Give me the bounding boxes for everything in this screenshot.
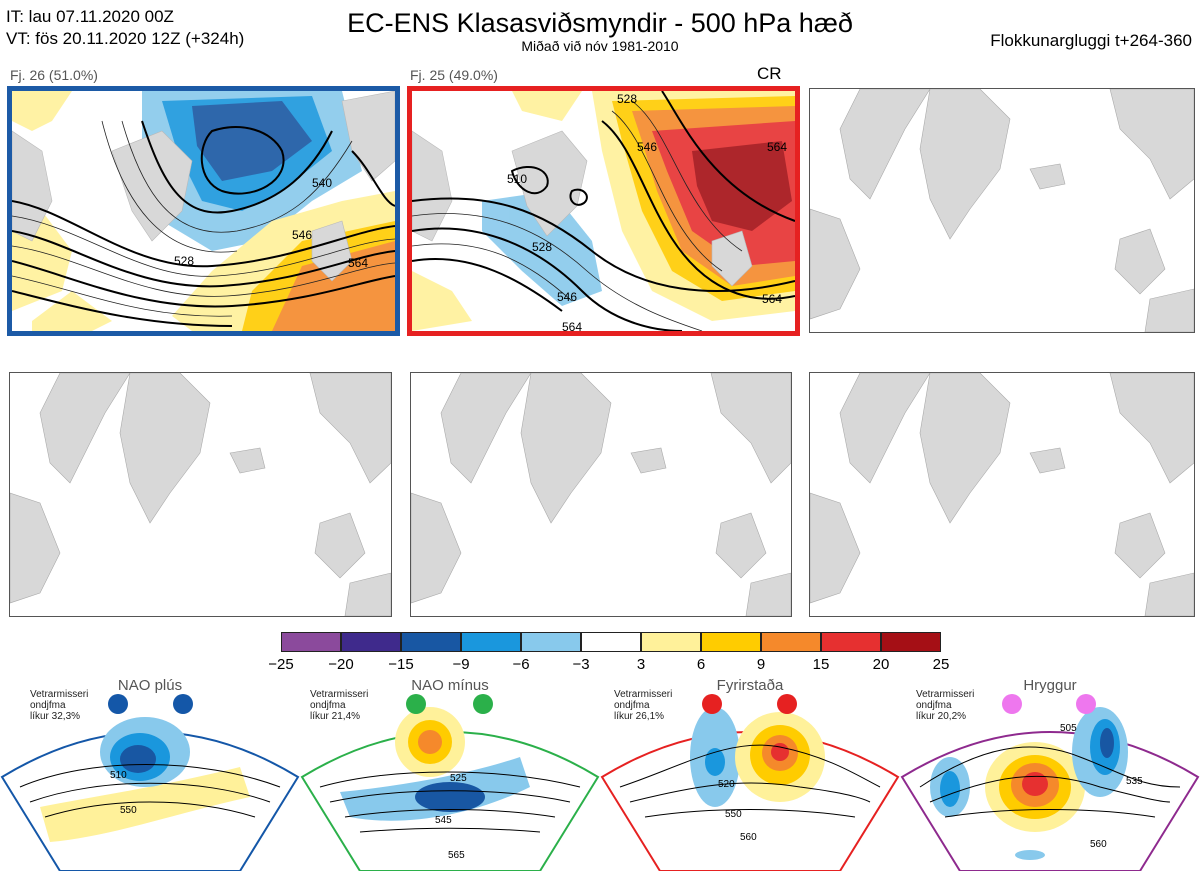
regime-contour-label: 550 — [120, 805, 137, 816]
cluster-1-map[interactable]: 528 546 564 540 — [7, 86, 400, 336]
classification-window: Flokkunargluggi t+264-360 — [990, 31, 1192, 50]
regime-dot — [473, 694, 493, 714]
colorbar-swatch — [821, 632, 881, 652]
colorbar-tick-label: −20 — [328, 656, 354, 673]
colorbar-swatch — [521, 632, 581, 652]
colorbar-tick-label: 9 — [756, 656, 766, 673]
regime-note: Vetrarmisseri ondjfma líkur 21,4% — [310, 689, 369, 722]
regime-name: Hryggur — [1023, 677, 1077, 694]
regime-contour-label: 550 — [725, 809, 742, 820]
regime-contour-label: 565 — [448, 850, 465, 861]
colorbar-tick-label: −9 — [452, 656, 470, 673]
cluster-2-contour-label: 546 — [557, 290, 577, 304]
empty-map-panel — [809, 88, 1195, 333]
valid-time: VT: fös 20.11.2020 12Z (+324h) — [6, 29, 245, 48]
regime-note: Vetrarmisseri ondjfma líkur 26,1% — [614, 689, 673, 722]
regime-blocking: 520 550 560 Fyrirstaða Vetrarmisseri ondj… — [600, 677, 900, 871]
cluster-2-tag: CR — [757, 64, 782, 83]
colorbar-tick-label: 6 — [696, 656, 706, 673]
colorbar-swatch — [461, 632, 521, 652]
regime-nao-plus: 510 550 NAO plús Vetrarmisseri ondjfma lík… — [0, 677, 300, 871]
page-title: EC-ENS Klasasviðsmyndir - 500 hPa hæð — [347, 8, 853, 38]
page-subtitle: Miðað við nóv 1981-2010 — [521, 38, 679, 54]
regime-dot — [1002, 694, 1022, 714]
regime-note: Vetrarmisseri ondjfma líkur 32,3% — [30, 689, 89, 722]
regime-ridge: 505 535 560 Hryggur Vetrarmisseri ondjfma… — [900, 677, 1200, 871]
colorbar-tick-label: −25 — [268, 656, 294, 673]
cluster-2-label: Fj. 25 (49.0%) — [410, 67, 498, 83]
regime-dot — [108, 694, 128, 714]
cluster-1-label: Fj. 26 (51.0%) — [10, 67, 98, 83]
cluster-2-contour-label: 564 — [762, 292, 782, 306]
regime-contour-label: 510 — [110, 770, 127, 781]
regime-dot — [702, 694, 722, 714]
regime-dot — [406, 694, 426, 714]
cluster-2-contour-label: 528 — [617, 92, 637, 106]
colorbar-swatch — [881, 632, 941, 652]
run-info: IT: lau 07.11.2020 00Z VT: fös 20.11.202… — [6, 6, 244, 50]
regime-dot — [777, 694, 797, 714]
cluster-1-contour-label: 528 — [174, 254, 194, 268]
empty-map-panel — [9, 372, 392, 617]
cluster-1-contour-label: 540 — [312, 176, 332, 190]
empty-map-panel — [809, 372, 1195, 617]
regime-contour-label: 545 — [435, 815, 452, 826]
regime-contour-label: 560 — [740, 832, 757, 843]
colorbar-swatch — [641, 632, 701, 652]
colorbar-tick-label: −15 — [388, 656, 414, 673]
colorbar-tick-label: 15 — [812, 656, 830, 673]
regime-contour-label: 505 — [1060, 723, 1077, 734]
regime-name: NAO mínus — [411, 677, 489, 694]
empty-map-panel — [410, 372, 792, 617]
colorbar-tick-label: −6 — [512, 656, 530, 673]
init-time: IT: lau 07.11.2020 00Z — [6, 7, 174, 26]
regime-contour-label: 560 — [1090, 839, 1107, 850]
regime-dot — [1076, 694, 1096, 714]
cluster-1-contour-label: 564 — [348, 256, 368, 270]
colorbar-swatch — [281, 632, 341, 652]
regime-contour-label: 525 — [450, 773, 467, 784]
regime-dot — [173, 694, 193, 714]
regime-contour-label: 520 — [718, 779, 735, 790]
colorbar-tick-label: 20 — [872, 656, 890, 673]
regime-contour-label: 535 — [1126, 776, 1143, 787]
regime-name: Fyrirstaða — [716, 677, 784, 694]
colorbar-tick-label: −3 — [572, 656, 590, 673]
regime-nao-minus: 525 545 565 NAO mínus Vetrarmisseri ondjf… — [300, 677, 600, 871]
cluster-2-contour-label: 546 — [637, 140, 657, 154]
colorbar-swatch — [581, 632, 641, 652]
cluster-2-map[interactable]: 510 528 546 564 546 528 564 564 — [407, 86, 800, 336]
cluster-2-contour-label: 510 — [507, 172, 527, 186]
cluster-1-contour-label: 546 — [292, 228, 312, 242]
cluster-2-contour-label: 564 — [767, 140, 787, 154]
cluster-2-contour-label: 564 — [562, 320, 582, 331]
colorbar-swatch — [401, 632, 461, 652]
colorbar-swatch — [761, 632, 821, 652]
cluster-2-contour-label: 528 — [532, 240, 552, 254]
colorbar-swatch — [701, 632, 761, 652]
colorbar-tick-label: 25 — [932, 656, 950, 673]
colorbar-tick-label: 3 — [636, 656, 646, 673]
colorbar-swatch — [341, 632, 401, 652]
regime-note: Vetrarmisseri ondjfma líkur 20,2% — [916, 689, 975, 722]
regime-name: NAO plús — [117, 677, 183, 694]
